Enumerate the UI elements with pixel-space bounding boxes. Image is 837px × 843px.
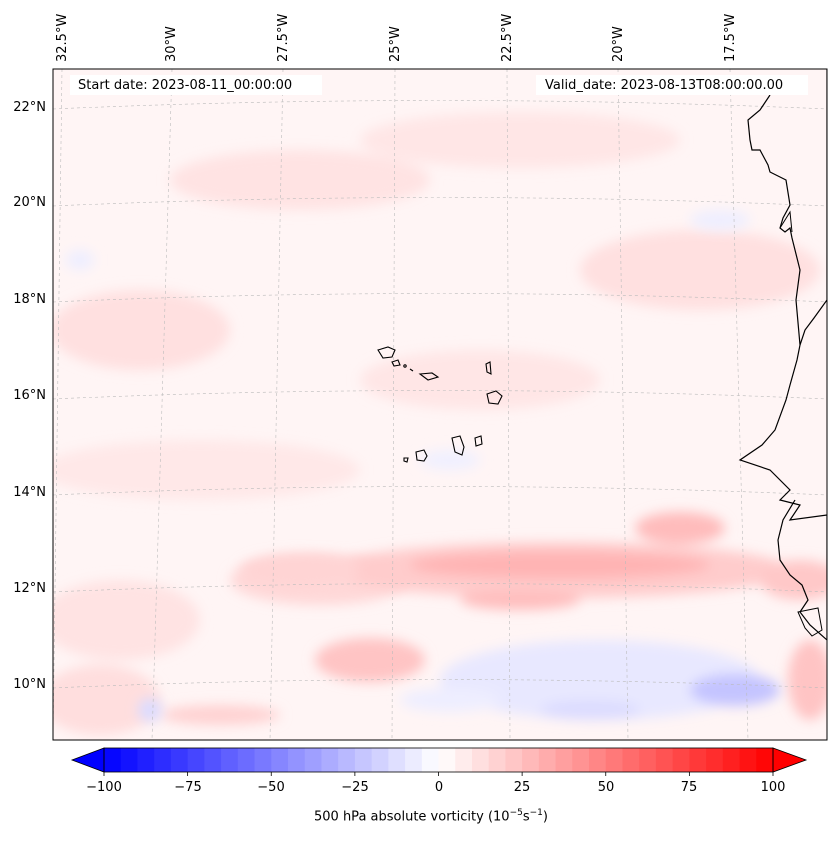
colorbar-high-extend [772, 747, 808, 773]
colorbar-cell [505, 748, 523, 772]
lon-label-30w: 30°W [164, 26, 179, 62]
colorbar-cell [438, 748, 456, 772]
lat-label-12n: 12°N [13, 581, 46, 596]
colorbar-cell [655, 748, 674, 772]
colorbar-cell [405, 748, 423, 772]
lon-label-25w: 25°W [388, 26, 403, 62]
colorbar [70, 747, 808, 776]
map-frame [52, 68, 828, 741]
colorbar-label-text: 500 hPa absolute vorticity (10 [314, 809, 510, 825]
colorbar-cell [104, 748, 122, 772]
colorbar-cell [321, 748, 339, 772]
colorbar-cell [522, 748, 540, 772]
colorbar-cell [706, 748, 724, 772]
colorbar-tick-label: −100 [86, 780, 122, 795]
colorbar-cell [287, 748, 306, 772]
colorbar-cell [622, 748, 640, 772]
colorbar-cell [739, 748, 757, 772]
colorbar-cell [471, 748, 490, 772]
colorbar-tick-label: 0 [434, 780, 444, 795]
lon-label-22-5w: 22.5°W [500, 13, 515, 62]
lon-label-27-5w: 27.5°W [276, 13, 291, 62]
colorbar-tick-label: 25 [513, 780, 531, 795]
colorbar-label-unit: s [522, 809, 530, 825]
colorbar-cell [455, 748, 473, 772]
colorbar-cell [354, 748, 373, 772]
colorbar-cell [137, 748, 155, 772]
lat-label-16n: 16°N [13, 388, 46, 403]
colorbar-cell [120, 748, 139, 772]
colorbar-cell [388, 748, 406, 772]
colorbar-cell [254, 748, 272, 772]
lat-label-20n: 20°N [13, 195, 46, 210]
colorbar-label-exponent-1: −5 [509, 808, 523, 818]
colorbar-cell [555, 748, 573, 772]
colorbar-cell [304, 748, 323, 772]
lon-label-32-5w: 32.5°W [55, 13, 70, 62]
colorbar-cell [338, 748, 356, 772]
colorbar-cell [237, 748, 256, 772]
colorbar-cell [589, 748, 607, 772]
colorbar-cell [204, 748, 222, 772]
colorbar-cell [170, 748, 189, 772]
colorbar-cell [221, 748, 239, 772]
lon-label-17-5w: 17.5°W [723, 13, 738, 62]
colorbar-cell [421, 748, 440, 772]
colorbar-label-close: ) [542, 809, 548, 825]
colorbar-cell [371, 748, 389, 772]
graticule [53, 69, 827, 740]
colorbar-tick-label: −50 [257, 780, 285, 795]
lon-label-20w: 20°W [611, 26, 626, 62]
africa-coastline [738, 69, 827, 641]
colorbar-cell [689, 748, 707, 772]
cape-verde-islands [377, 346, 503, 463]
colorbar-tick-label: 75 [680, 780, 698, 795]
colorbar-cell [271, 748, 289, 772]
colorbar-tick-label: −25 [341, 780, 369, 795]
colorbar-cell [538, 748, 557, 772]
start-date-box [70, 75, 322, 95]
colorbar-cell [672, 748, 690, 772]
colorbar-cell [187, 748, 205, 772]
valid-date-label: Valid_date: 2023-08-13T08:00:00.00 [545, 78, 784, 93]
lat-label-10n: 10°N [13, 677, 46, 692]
colorbar-cell [488, 748, 507, 772]
colorbar-tick-label: −75 [174, 780, 202, 795]
colorbar-axis-label: 500 hPa absolute vorticity (10−5s−1) [314, 808, 548, 824]
colorbar-cell [722, 748, 741, 772]
colorbar-cell [572, 748, 590, 772]
colorbar-cell [154, 748, 172, 772]
lat-label-18n: 18°N [13, 292, 46, 307]
colorbar-label-exponent-2: −1 [529, 808, 543, 818]
colorbar-tick-label: 100 [760, 780, 786, 795]
colorbar-low-extend [70, 747, 105, 773]
colorbar-cell [639, 748, 657, 772]
colorbar-cell [605, 748, 624, 772]
colorbar-tick-label: 50 [597, 780, 615, 795]
colorbar-cell [756, 748, 774, 772]
lat-label-14n: 14°N [13, 485, 46, 500]
vorticity-field [53, 69, 827, 740]
lat-label-22n: 22°N [13, 100, 46, 115]
start-date-label: Start date: 2023-08-11_00:00:00 [78, 78, 293, 93]
valid-date-box [536, 75, 808, 95]
